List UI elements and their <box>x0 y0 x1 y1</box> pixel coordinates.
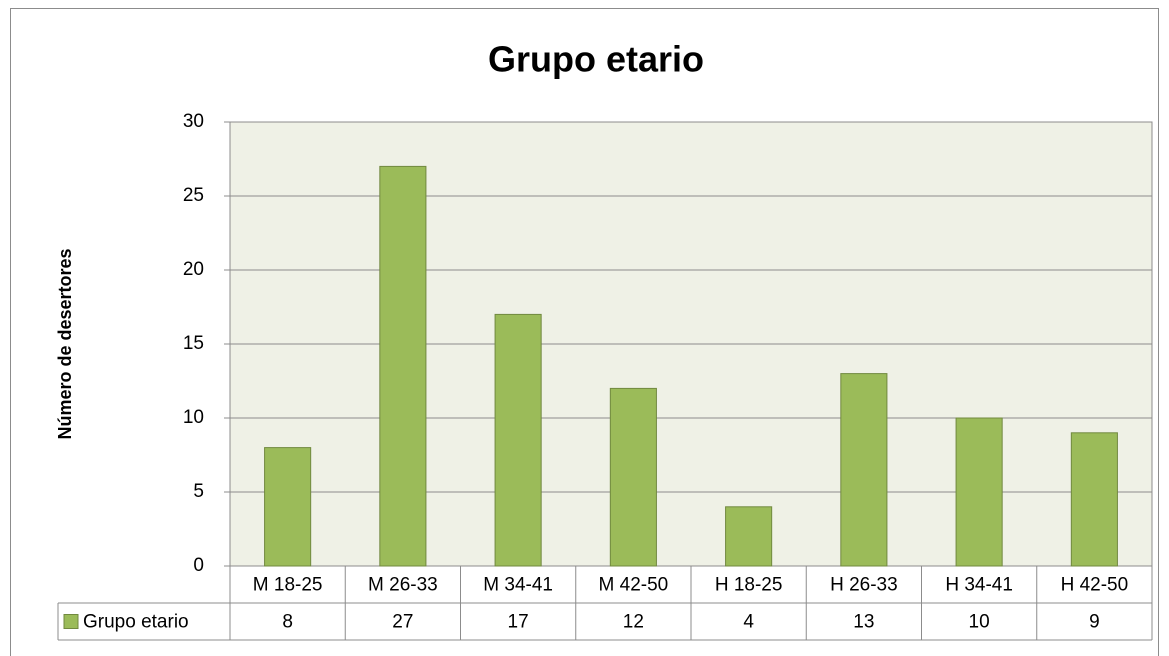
bar <box>955 417 1003 567</box>
x-tick-label: M 26-33 <box>368 575 438 596</box>
legend-key <box>63 614 79 629</box>
x-tick-label: M 18-25 <box>253 575 323 596</box>
x-tick-label: H 42-50 <box>1061 575 1129 596</box>
bar <box>264 447 312 567</box>
table-value: 12 <box>623 612 644 633</box>
x-tick-label: H 26-33 <box>830 575 898 596</box>
bar <box>840 373 888 567</box>
y-tick-label: 25 <box>183 185 204 206</box>
table-value: 4 <box>743 612 754 633</box>
y-tick-label: 10 <box>183 407 204 428</box>
y-axis-label: Número de desertores <box>55 248 75 439</box>
y-tick-label: 20 <box>183 259 204 280</box>
x-tick-label: M 34-41 <box>483 575 553 596</box>
table-value: 13 <box>853 612 874 633</box>
bar <box>609 387 657 567</box>
y-tick-label: 15 <box>183 333 204 354</box>
bar <box>379 165 427 567</box>
x-tick-label: M 42-50 <box>599 575 669 596</box>
table-value: 17 <box>508 612 529 633</box>
legend-label: Grupo etario <box>83 612 189 633</box>
bar <box>725 506 773 567</box>
y-tick-label: 5 <box>193 481 204 502</box>
y-tick-label: 0 <box>193 555 204 576</box>
y-tick-label: 30 <box>183 111 204 132</box>
bar <box>494 313 542 567</box>
table-value: 9 <box>1089 612 1100 633</box>
chart-title: Grupo etario <box>488 39 704 80</box>
table-value: 27 <box>392 612 413 633</box>
table-value: 8 <box>282 612 293 633</box>
x-tick-label: H 34-41 <box>945 575 1013 596</box>
table-value: 10 <box>969 612 990 633</box>
x-tick-label: H 18-25 <box>715 575 783 596</box>
bar <box>1070 432 1118 567</box>
